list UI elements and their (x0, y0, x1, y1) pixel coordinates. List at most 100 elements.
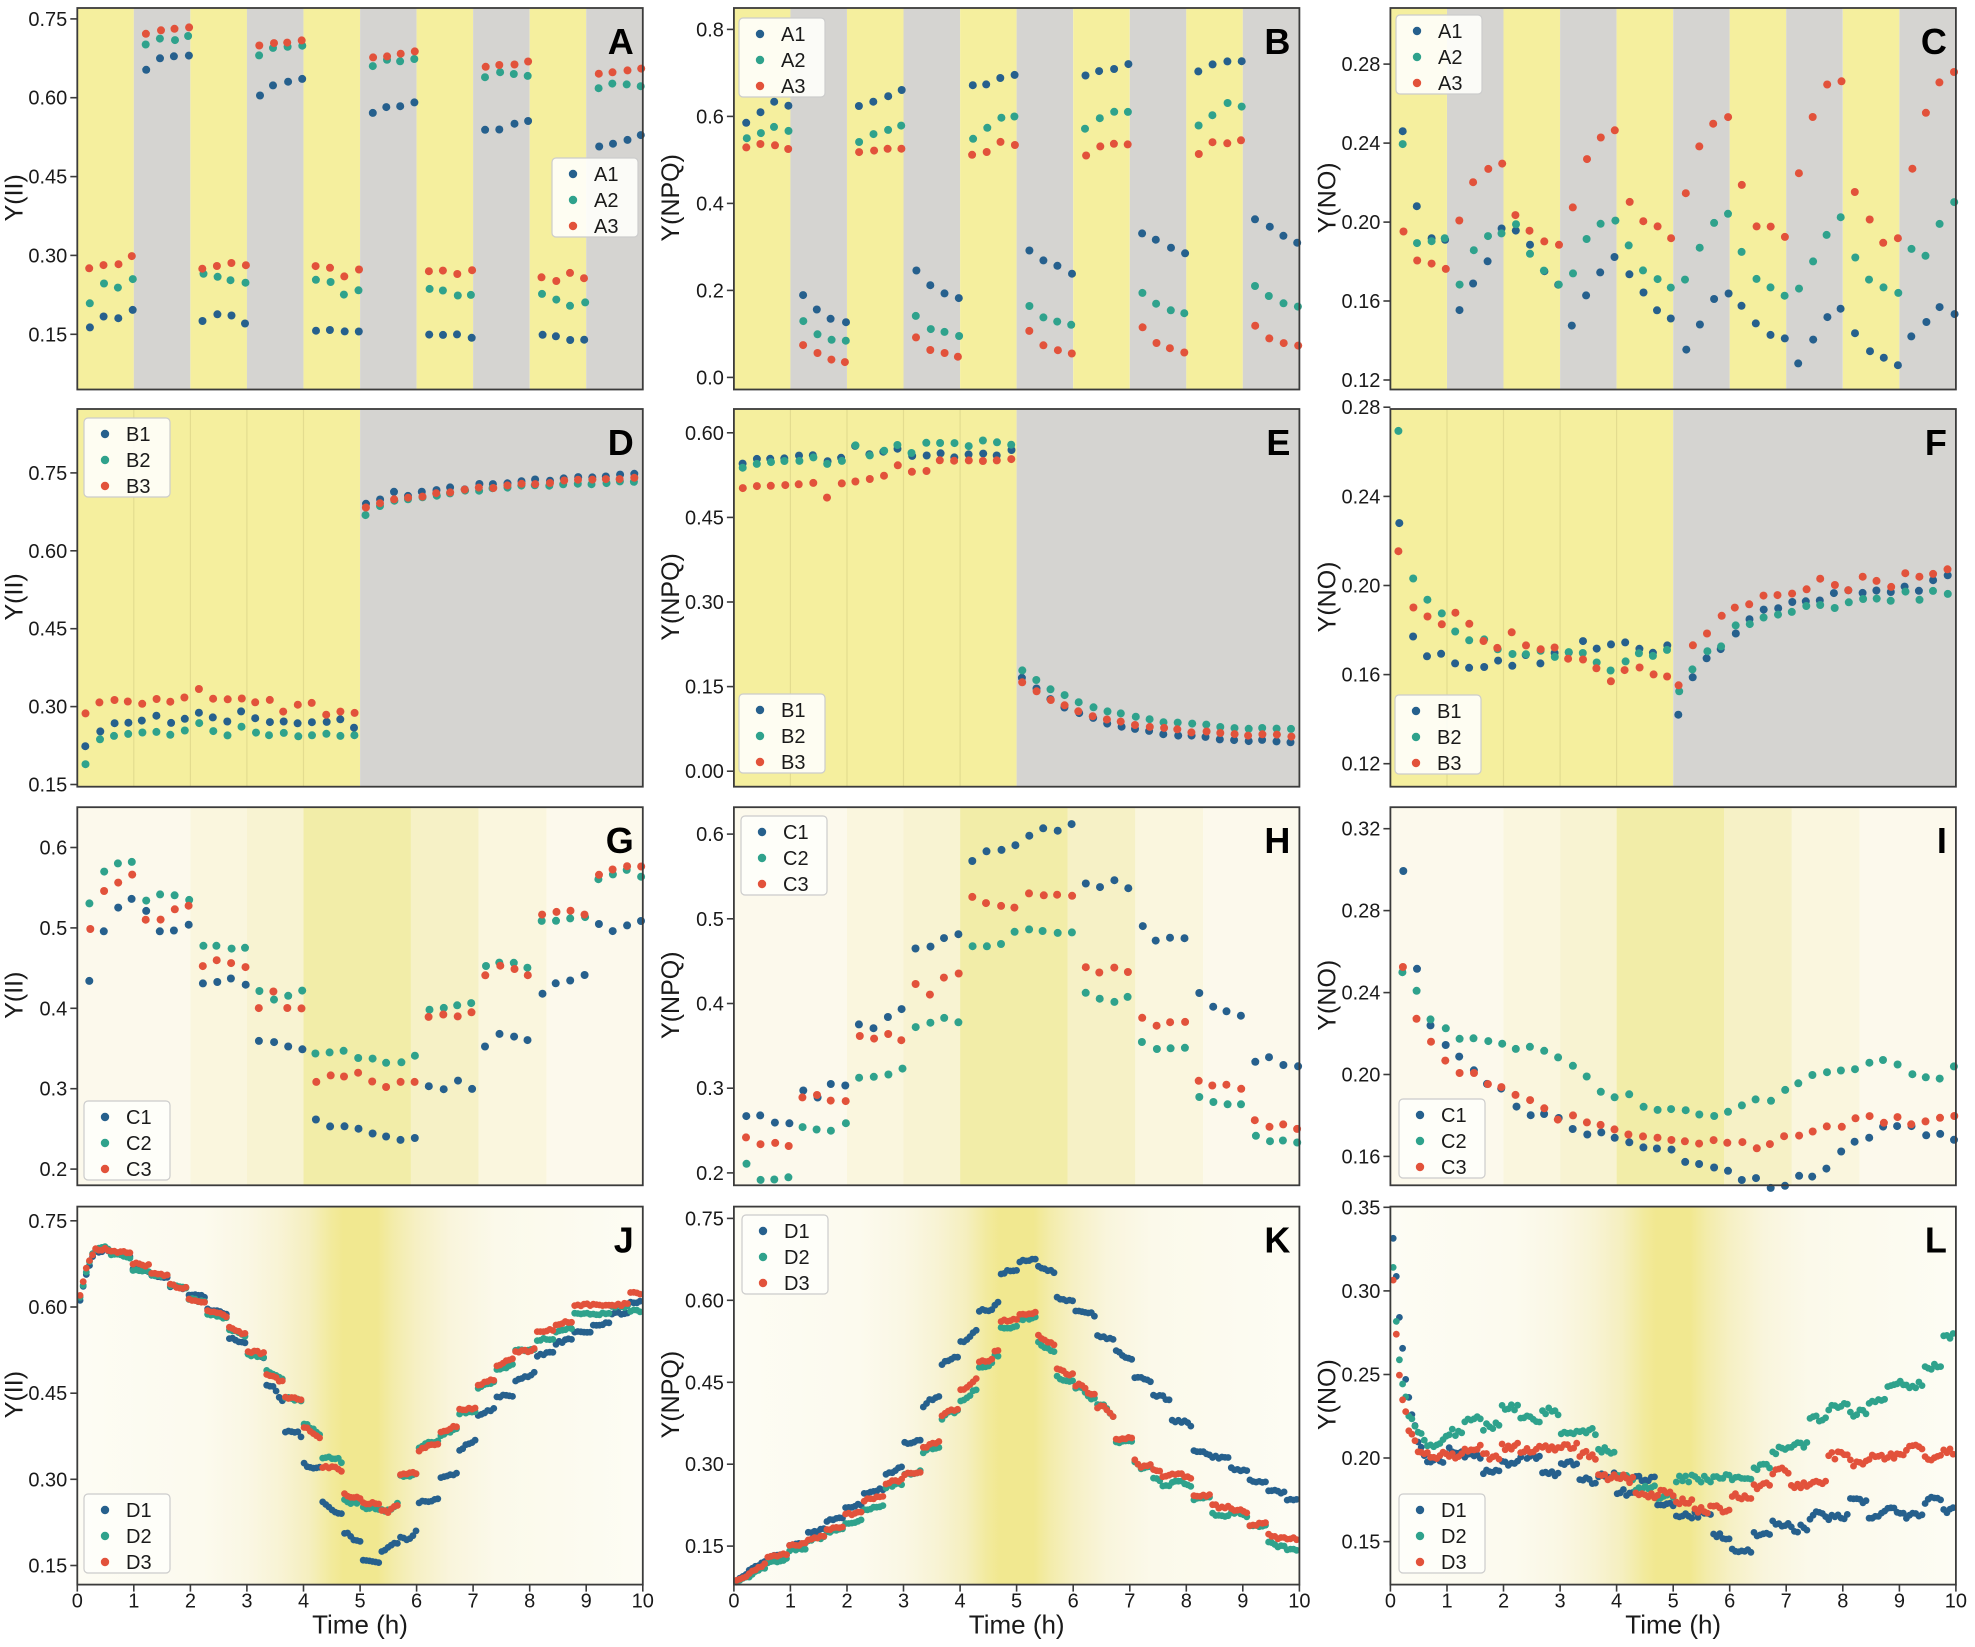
svg-text:J: J (614, 1220, 634, 1261)
svg-text:Y(NPQ): Y(NPQ) (657, 1351, 685, 1439)
svg-text:0.12: 0.12 (1341, 370, 1380, 392)
svg-text:C: C (1921, 21, 1947, 62)
svg-text:K: K (1264, 1220, 1290, 1261)
svg-text:0.15: 0.15 (685, 1536, 724, 1558)
svg-text:8: 8 (1837, 1591, 1848, 1613)
svg-text:2: 2 (1498, 1591, 1509, 1613)
svg-text:0.75: 0.75 (28, 9, 67, 31)
svg-text:0.30: 0.30 (1341, 1281, 1380, 1303)
svg-text:0.30: 0.30 (685, 1454, 724, 1476)
svg-text:D3: D3 (784, 1273, 810, 1295)
svg-text:0.45: 0.45 (685, 1372, 724, 1394)
svg-text:Y(II): Y(II) (0, 972, 28, 1019)
svg-text:H: H (1264, 820, 1290, 861)
svg-text:0.00: 0.00 (685, 761, 724, 783)
svg-text:0.60: 0.60 (685, 423, 724, 445)
svg-text:I: I (1937, 820, 1947, 861)
svg-text:0.5: 0.5 (696, 909, 724, 931)
svg-text:0.6: 0.6 (39, 838, 67, 860)
svg-text:5: 5 (355, 1591, 366, 1613)
svg-text:0.20: 0.20 (1341, 212, 1380, 234)
svg-text:C1: C1 (783, 822, 809, 844)
svg-text:2: 2 (185, 1591, 196, 1613)
svg-text:0.30: 0.30 (685, 592, 724, 614)
svg-text:C2: C2 (783, 848, 809, 870)
svg-text:6: 6 (411, 1591, 422, 1613)
svg-text:B1: B1 (1437, 701, 1461, 723)
svg-text:10: 10 (632, 1591, 654, 1613)
svg-text:0.16: 0.16 (1341, 665, 1380, 687)
svg-text:0.20: 0.20 (1341, 576, 1380, 598)
svg-text:Y(II): Y(II) (0, 1371, 28, 1418)
svg-text:0.20: 0.20 (1341, 1065, 1380, 1087)
svg-text:0.8: 0.8 (696, 19, 724, 41)
svg-text:E: E (1266, 422, 1290, 463)
svg-text:9: 9 (1237, 1591, 1248, 1613)
svg-text:0.35: 0.35 (1341, 1197, 1380, 1219)
svg-text:A: A (608, 21, 634, 62)
svg-text:D2: D2 (784, 1247, 810, 1269)
svg-text:C1: C1 (126, 1107, 152, 1129)
svg-text:Y(NPQ): Y(NPQ) (657, 553, 685, 641)
svg-text:G: G (606, 820, 634, 861)
svg-text:0.24: 0.24 (1341, 983, 1380, 1005)
svg-text:0.24: 0.24 (1341, 486, 1380, 508)
svg-text:C2: C2 (126, 1133, 152, 1155)
svg-text:0.30: 0.30 (28, 697, 67, 719)
svg-text:6: 6 (1724, 1591, 1735, 1613)
svg-text:1: 1 (128, 1591, 139, 1613)
svg-text:B2: B2 (1437, 727, 1461, 749)
svg-text:A3: A3 (1438, 73, 1462, 95)
svg-text:0: 0 (72, 1591, 83, 1613)
svg-text:0: 0 (728, 1591, 739, 1613)
svg-text:D1: D1 (1441, 1500, 1467, 1522)
svg-text:C3: C3 (1441, 1157, 1467, 1179)
svg-text:0.6: 0.6 (696, 824, 724, 846)
svg-text:0.6: 0.6 (696, 106, 724, 128)
svg-text:7: 7 (1124, 1591, 1135, 1613)
svg-text:Y(NO): Y(NO) (1313, 960, 1341, 1031)
svg-text:4: 4 (1611, 1591, 1622, 1613)
svg-text:B3: B3 (126, 476, 150, 498)
svg-text:A3: A3 (594, 216, 618, 238)
svg-text:0.15: 0.15 (28, 1556, 67, 1578)
svg-text:0.60: 0.60 (28, 541, 67, 563)
svg-text:Time (h): Time (h) (312, 1610, 408, 1640)
svg-text:10: 10 (1288, 1591, 1310, 1613)
svg-text:C2: C2 (1441, 1131, 1467, 1153)
svg-text:0.45: 0.45 (685, 507, 724, 529)
svg-text:Time (h): Time (h) (969, 1610, 1065, 1640)
svg-text:9: 9 (1894, 1591, 1905, 1613)
svg-text:8: 8 (524, 1591, 535, 1613)
svg-text:0.45: 0.45 (28, 1383, 67, 1405)
svg-text:A2: A2 (1438, 47, 1462, 69)
svg-text:0.2: 0.2 (39, 1159, 67, 1181)
svg-text:B: B (1264, 21, 1290, 62)
svg-text:A3: A3 (781, 76, 805, 98)
svg-text:8: 8 (1181, 1591, 1192, 1613)
svg-text:B2: B2 (781, 726, 805, 748)
svg-text:C1: C1 (1441, 1105, 1467, 1127)
svg-text:A1: A1 (594, 164, 618, 186)
svg-text:0.24: 0.24 (1341, 133, 1380, 155)
svg-text:D2: D2 (126, 1526, 152, 1548)
svg-text:0.3: 0.3 (696, 1078, 724, 1100)
svg-text:A2: A2 (781, 50, 805, 72)
svg-text:5: 5 (1668, 1591, 1679, 1613)
svg-text:0.75: 0.75 (28, 463, 67, 485)
svg-text:10: 10 (1945, 1591, 1967, 1613)
svg-text:0.16: 0.16 (1341, 1146, 1380, 1168)
svg-text:Y(NPQ): Y(NPQ) (657, 951, 685, 1038)
svg-text:B1: B1 (781, 700, 805, 722)
svg-text:C3: C3 (783, 874, 809, 896)
svg-text:D1: D1 (784, 1221, 810, 1243)
svg-text:0.15: 0.15 (1341, 1532, 1380, 1554)
svg-text:4: 4 (298, 1591, 309, 1613)
svg-text:0.20: 0.20 (1341, 1448, 1380, 1470)
svg-text:0.75: 0.75 (28, 1211, 67, 1233)
svg-text:0.12: 0.12 (1341, 754, 1380, 776)
svg-text:0.45: 0.45 (28, 167, 67, 189)
svg-text:3: 3 (898, 1591, 909, 1613)
svg-text:0.16: 0.16 (1341, 291, 1380, 313)
svg-text:0.4: 0.4 (696, 193, 724, 215)
